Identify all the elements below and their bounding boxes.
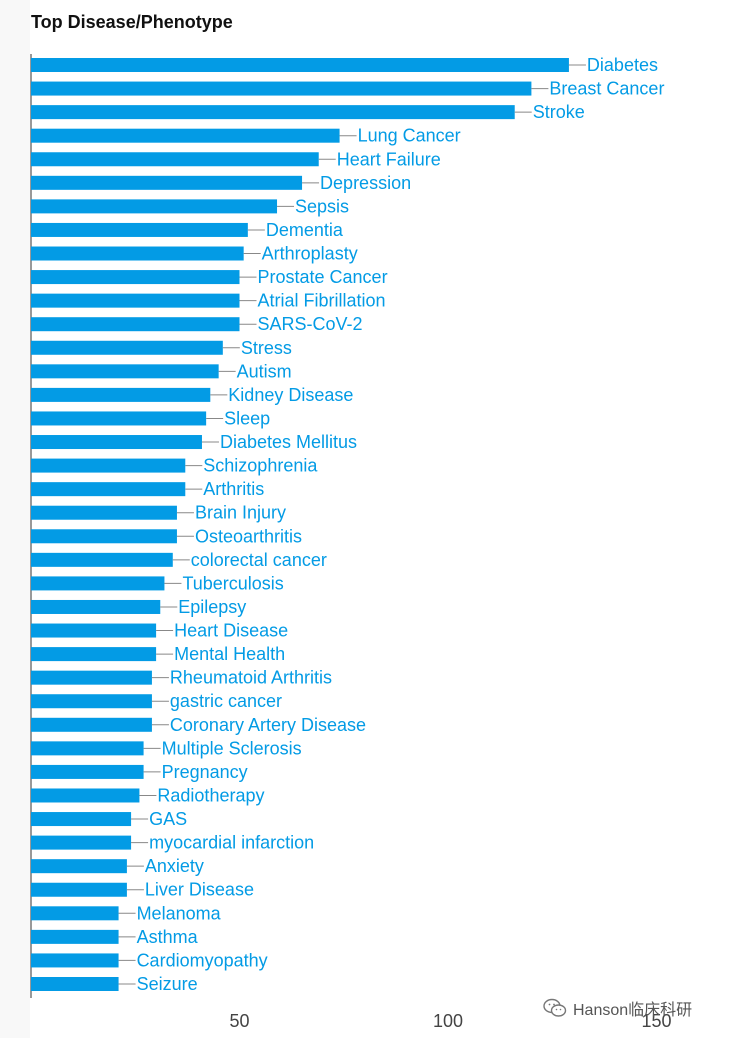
wechat-icon <box>543 998 567 1017</box>
category-label: Multiple Sclerosis <box>162 738 302 758</box>
watermark: Hanson临床科研 <box>543 996 692 1020</box>
bar <box>31 835 132 850</box>
bar <box>31 81 532 96</box>
bar <box>31 222 248 237</box>
category-label: Rheumatoid Arthritis <box>170 668 332 688</box>
category-label: colorectal cancer <box>191 550 327 570</box>
x-tick-label: 50 <box>229 1011 249 1031</box>
category-labels-group: Diabetes Breast Cancer Stroke Lung Cancer He… <box>118 55 664 994</box>
category-label: Stress <box>241 338 292 358</box>
category-label: Tuberculosis <box>182 573 283 593</box>
category-label: Lung Cancer <box>358 126 461 146</box>
bar <box>31 458 186 473</box>
category-label: Radiotherapy <box>157 785 264 805</box>
category-label: Mental Health <box>174 644 285 664</box>
category-label: Dementia <box>266 220 344 240</box>
bar <box>31 647 157 662</box>
bar <box>31 670 152 685</box>
bar <box>31 953 119 968</box>
bar <box>31 529 177 544</box>
bar <box>31 152 319 167</box>
bar <box>31 175 303 190</box>
category-label: myocardial infarction <box>149 833 314 853</box>
x-axis-ticks-group: 50 100 150 <box>229 1011 671 1031</box>
bar <box>31 317 240 332</box>
bars-group <box>31 58 569 991</box>
bar <box>31 340 223 355</box>
category-label: Diabetes Mellitus <box>220 432 357 452</box>
category-label: Diabetes <box>587 55 658 75</box>
bar <box>31 58 569 72</box>
bar <box>31 435 202 450</box>
category-label: gastric cancer <box>170 691 282 711</box>
category-label: Epilepsy <box>178 597 246 617</box>
bar <box>31 741 144 756</box>
bar <box>31 411 207 426</box>
bar <box>31 364 219 379</box>
bar <box>31 788 140 803</box>
bar <box>31 929 119 944</box>
left-margin-strip <box>0 0 30 1038</box>
x-tick-label: 100 <box>433 1011 463 1031</box>
x-tick-label: 150 <box>641 1011 671 1031</box>
category-label: Asthma <box>137 927 199 947</box>
category-label: Heart Failure <box>337 149 441 169</box>
bar <box>31 812 132 827</box>
category-label: Kidney Disease <box>228 385 353 405</box>
chart-title: Top Disease/Phenotype <box>31 12 233 32</box>
bar <box>31 387 211 402</box>
bar <box>31 246 244 261</box>
bar <box>31 977 119 991</box>
bar <box>31 293 240 308</box>
category-label: Pregnancy <box>162 762 248 782</box>
category-label: Arthroplasty <box>262 244 358 264</box>
category-label: Prostate Cancer <box>258 267 388 287</box>
category-label: Liver Disease <box>145 880 254 900</box>
bar <box>31 482 186 497</box>
category-label: GAS <box>149 809 187 829</box>
category-label: SARS-CoV-2 <box>258 314 363 334</box>
category-label: Schizophrenia <box>203 456 318 476</box>
category-label: Brain Injury <box>195 503 286 523</box>
category-label: Melanoma <box>137 903 222 923</box>
bar <box>31 105 515 120</box>
bar <box>31 576 165 591</box>
category-label: Seizure <box>137 974 198 994</box>
bar <box>31 270 240 285</box>
bar <box>31 128 340 143</box>
bar <box>31 764 144 779</box>
category-label: Atrial Fibrillation <box>258 291 386 311</box>
category-label: Coronary Artery Disease <box>170 715 366 735</box>
bar <box>31 599 161 614</box>
bar <box>31 505 177 520</box>
category-label: Stroke <box>533 102 585 122</box>
bar <box>31 906 119 921</box>
category-label: Autism <box>237 361 292 381</box>
bar <box>31 623 157 638</box>
bar <box>31 552 173 567</box>
bar <box>31 717 152 732</box>
category-label: Sleep <box>224 408 270 428</box>
category-label: Cardiomyopathy <box>137 950 268 970</box>
category-label: Heart Disease <box>174 621 288 641</box>
bar <box>31 694 152 709</box>
category-label: Breast Cancer <box>549 79 664 99</box>
watermark-text: Hanson临床科研 <box>573 1002 693 1019</box>
category-label: Arthritis <box>203 479 264 499</box>
category-label: Depression <box>320 173 411 193</box>
category-label: Sepsis <box>295 196 349 216</box>
bar <box>31 199 278 214</box>
bar <box>31 882 127 897</box>
category-label: Anxiety <box>145 856 204 876</box>
category-label: Osteoarthritis <box>195 526 302 546</box>
bar <box>31 859 127 874</box>
